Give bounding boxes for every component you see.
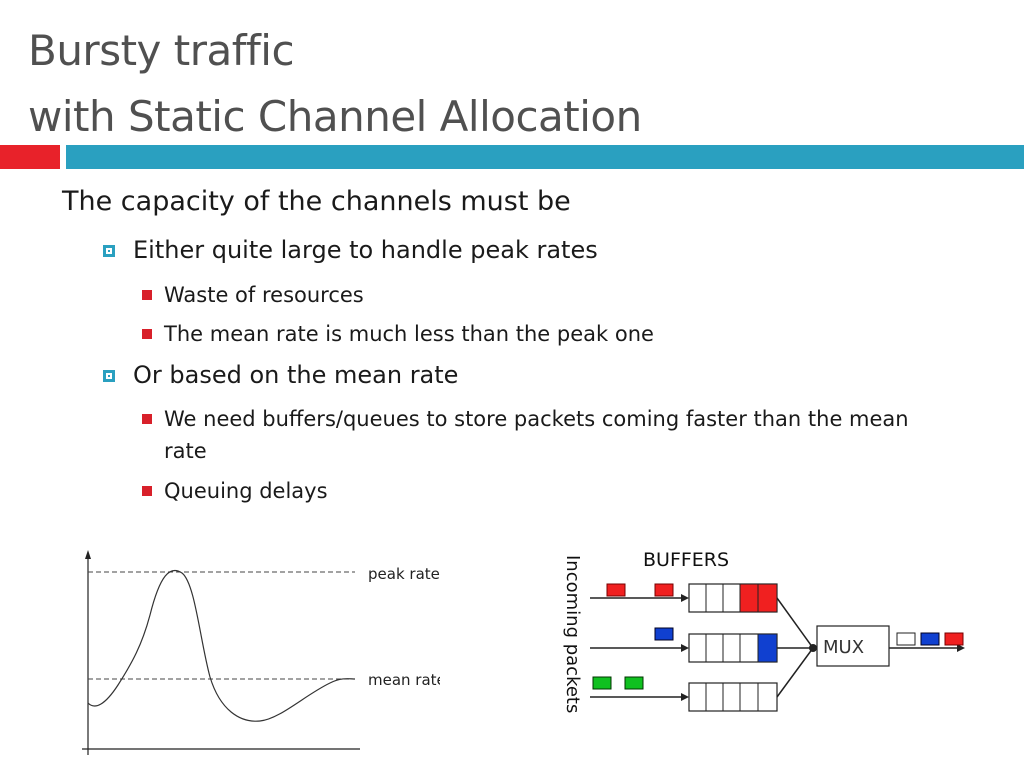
buffer-queue-1 [688,583,778,613]
arrow-head-icon [681,644,689,652]
incoming-packet-green [592,676,612,690]
bullet-option-2-sub-2: Queuing delays [142,475,328,507]
title-accent-red-bar [0,145,60,169]
incoming-packet-blue [654,627,674,641]
title-accent-blue-bar [66,145,1024,169]
bullet-option-2-sub-2-text: Queuing delays [164,479,328,503]
arrow-head-icon [957,644,965,652]
traffic-curve [87,569,356,722]
title-line-2: with Static Channel Allocation [28,92,642,141]
output-packet-red [944,632,964,646]
bullet-option-1-sub-2-text: The mean rate is much less than the peak… [164,322,654,346]
incoming-packet-red [606,583,626,597]
incoming-packet-green [624,676,644,690]
bullet-option-1-sub-1: Waste of resources [142,279,364,311]
red-square-bullet-icon [142,329,152,339]
bullet-option-1-sub-1-text: Waste of resources [164,283,364,307]
red-square-bullet-icon [142,486,152,496]
bullet-option-1-text: Either quite large to handle peak rates [133,236,598,264]
bullet-option-2: Or based on the mean rate [103,361,459,389]
hollow-square-bullet-icon [103,245,115,257]
mux-input-dot [809,644,817,652]
buffers-label: BUFFERS [643,549,729,571]
mean-rate-label: mean rate [368,671,440,689]
slide-title: Bursty traffic with Static Channel Alloc… [28,18,642,150]
bullet-option-2-sub-1: We need buffers/queues to store packets … [142,403,954,467]
arrow-head-icon [681,693,689,701]
title-line-1: Bursty traffic [28,26,295,75]
red-square-bullet-icon [142,290,152,300]
arrow-head-icon [681,594,689,602]
peak-rate-label: peak rate [368,565,440,583]
bullet-option-2-sub-1-text: We need buffers/queues to store packets … [164,407,909,463]
mux-diagram: BUFFERS Incoming packets M [562,549,965,713]
bullet-list: The capacity of the channels must be Eit… [62,186,954,507]
bullet-option-2-text: Or based on the mean rate [133,361,459,389]
red-square-bullet-icon [142,414,152,424]
mux-box [816,625,890,667]
bullet-option-1-sub-2: The mean rate is much less than the peak… [142,318,654,350]
output-packet-empty [896,632,916,646]
buffer-queue-2 [688,633,778,663]
mux-label: MUX [823,637,864,658]
incoming-packet-red [654,583,674,597]
hollow-square-bullet-icon [103,370,115,382]
bullet-main: The capacity of the channels must be [62,186,571,217]
queue-connectors [776,597,814,698]
bullet-option-1: Either quite large to handle peak rates [103,236,598,264]
buffer-queue-3 [688,682,778,712]
y-axis-arrow [85,550,91,559]
incoming-packets-label: Incoming packets [562,555,583,713]
output-packet-blue [920,632,940,646]
traffic-rate-graph: peak rate mean rate [82,550,440,755]
